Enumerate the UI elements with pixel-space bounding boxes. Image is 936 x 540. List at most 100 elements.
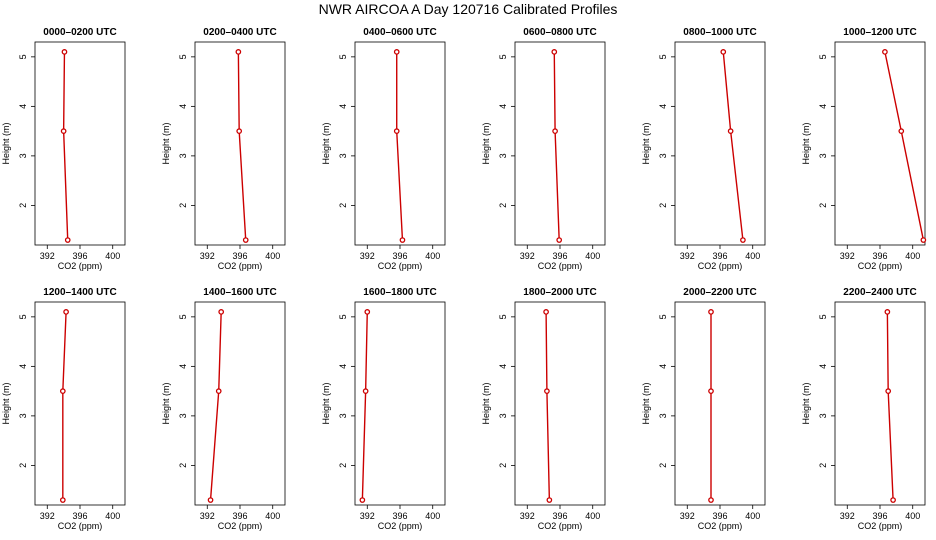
y-tick-label: 3: [818, 153, 828, 158]
y-axis-label: Height (m): [481, 382, 491, 424]
panel-grid: 0000–0200 UTC 392 396 400 2 3 4 5 CO2 (ppm) Heigh…: [1, 27, 927, 531]
profile-line: [553, 51, 560, 241]
plot-frame: [34, 301, 126, 506]
x-axis-label: CO2 (ppm): [218, 261, 263, 271]
data-point: [740, 237, 746, 243]
y-tick-label: 2: [338, 463, 348, 468]
profile-line: [884, 51, 925, 241]
x-tick-label: 400: [425, 511, 440, 521]
x-tick-label: 392: [40, 251, 55, 261]
y-tick-label: 3: [18, 153, 28, 158]
y-tick-label: 3: [338, 413, 348, 418]
y-axis-label: Height (m): [161, 382, 171, 424]
x-axis-label: CO2 (ppm): [538, 261, 583, 271]
y-tick-label: 2: [658, 463, 668, 468]
x-tick-label: 400: [585, 511, 600, 521]
y-tick-label: 3: [658, 413, 668, 418]
y-axis-label: Height (m): [321, 382, 331, 424]
data-point: [898, 128, 905, 134]
y-tick-label: 3: [178, 153, 188, 158]
data-point: [359, 497, 366, 503]
data-point: [61, 49, 68, 55]
x-tick-label: 400: [745, 251, 760, 261]
plot-frame: [674, 41, 766, 246]
data-point: [218, 309, 225, 315]
x-axis-label: CO2 (ppm): [378, 261, 423, 271]
y-axis-label: Height (m): [321, 122, 331, 164]
x-tick-label: 392: [360, 511, 375, 521]
data-point: [885, 388, 892, 394]
profile-line: [237, 51, 247, 241]
panel-12: 2200–2400 UTC 392 396 400 2 3 4 5 CO2 (ppm) Heigh…: [801, 287, 926, 531]
y-tick-label: 5: [338, 54, 348, 59]
data-point: [890, 497, 896, 503]
x-axis-label: CO2 (ppm): [538, 521, 583, 531]
data-point: [59, 388, 66, 394]
y-axis-label: Height (m): [161, 122, 171, 164]
y-tick-label: 5: [498, 314, 508, 319]
plot-frame: [674, 301, 766, 506]
x-tick-label: 392: [840, 251, 855, 261]
x-tick-label: 392: [200, 511, 215, 521]
data-point: [59, 497, 66, 503]
x-tick-label: 400: [105, 251, 120, 261]
x-tick-label: 396: [712, 251, 727, 261]
panel-4: 0600–0800 UTC 392 396 400 2 3 4 5 CO2 (ppm) Heigh…: [481, 27, 606, 271]
x-tick-label: 400: [265, 511, 280, 521]
y-tick-label: 4: [498, 364, 508, 369]
y-tick-label: 5: [658, 314, 668, 319]
y-axis-label: Height (m): [801, 382, 811, 424]
x-tick-label: 396: [72, 251, 87, 261]
y-axis-label: Height (m): [1, 122, 11, 164]
y-tick-label: 2: [498, 203, 508, 208]
y-tick-label: 4: [658, 364, 668, 369]
plot-frame: [34, 41, 126, 246]
y-axis-label: Height (m): [481, 122, 491, 164]
x-tick-label: 396: [712, 511, 727, 521]
x-axis-label: CO2 (ppm): [218, 521, 263, 531]
y-tick-label: 5: [338, 314, 348, 319]
x-axis-label: CO2 (ppm): [58, 521, 103, 531]
data-point: [552, 128, 558, 134]
y-tick-label: 4: [498, 104, 508, 109]
y-tick-label: 2: [498, 463, 508, 468]
panel-6: 1000–1200 UTC 392 396 400 2 3 4 5 CO2 (ppm) Heigh…: [801, 27, 927, 271]
y-tick-label: 5: [18, 54, 28, 59]
y-axis-label: Height (m): [1, 382, 11, 424]
data-point: [215, 388, 222, 394]
data-point: [544, 388, 550, 394]
y-tick-label: 3: [818, 413, 828, 418]
x-tick-label: 400: [905, 251, 920, 261]
x-tick-label: 400: [905, 511, 920, 521]
x-tick-label: 396: [872, 251, 887, 261]
plot-frame: [514, 301, 606, 506]
x-tick-label: 392: [200, 251, 215, 261]
x-tick-label: 392: [680, 251, 695, 261]
x-tick-label: 392: [840, 511, 855, 521]
x-tick-label: 400: [585, 251, 600, 261]
x-axis-label: CO2 (ppm): [858, 521, 903, 531]
y-tick-label: 3: [18, 413, 28, 418]
x-axis-label: CO2 (ppm): [858, 261, 903, 271]
x-tick-label: 400: [745, 511, 760, 521]
x-tick-label: 396: [872, 511, 887, 521]
panel-2: 0200–0400 UTC 392 396 400 2 3 4 5 CO2 (ppm) Heigh…: [161, 27, 286, 271]
profile-line: [361, 311, 368, 501]
x-tick-label: 396: [392, 251, 407, 261]
profile-line: [886, 311, 894, 501]
panel-11: 2000–2200 UTC 392 396 400 2 3 4 5 CO2 (ppm) Heigh…: [641, 287, 766, 531]
panel-7: 1200–1400 UTC 392 396 400 2 3 4 5 CO2 (ppm) Heigh…: [1, 287, 126, 531]
data-point: [708, 309, 714, 315]
panel-title: 1400–1600 UTC: [203, 287, 276, 298]
x-tick-label: 392: [40, 511, 55, 521]
y-axis-label: Height (m): [641, 122, 651, 164]
data-point: [920, 237, 927, 243]
data-point: [362, 388, 369, 394]
x-tick-label: 400: [425, 251, 440, 261]
y-tick-label: 2: [178, 203, 188, 208]
plot-frame: [514, 41, 606, 246]
y-tick-label: 4: [658, 104, 668, 109]
y-tick-label: 3: [658, 153, 668, 158]
y-axis-label: Height (m): [641, 382, 651, 424]
data-point: [364, 309, 371, 315]
